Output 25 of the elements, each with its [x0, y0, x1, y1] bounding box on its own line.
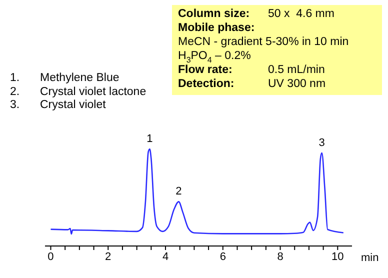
x-tick-label: 4 [162, 250, 169, 263]
annotation: 1 [146, 133, 153, 145]
text: Mobile phase: [178, 21, 255, 35]
text: 2. [10, 86, 21, 99]
text: 50 x 4.6 mm [268, 7, 334, 21]
annotation: 3 [318, 136, 325, 149]
text: Column size: [178, 7, 251, 21]
x-tick-label: 2 [105, 250, 112, 263]
text: 3. [10, 99, 21, 112]
text: Flow rate: [178, 63, 234, 77]
x-axis-title: min [361, 252, 379, 264]
x-tick-label: 0 [48, 250, 54, 263]
text: UV 300 nm [268, 77, 326, 91]
x-tick-label: 8 [277, 250, 284, 263]
text: H$_{3}$PO$_{4}$ – 0.2% [178, 49, 251, 64]
text: Crystal violet lactone [40, 86, 146, 99]
text: 0.5 mL/min [268, 63, 325, 77]
x-tick-label: 6 [220, 250, 226, 263]
text: Detection: [178, 77, 236, 91]
text: Methylene Blue [40, 72, 120, 86]
x-tick-label: 10 [332, 250, 344, 263]
text: 1. [10, 72, 21, 86]
text: Crystal violet [40, 99, 106, 112]
annotation: 2 [176, 186, 182, 198]
text: MeCN - gradient 5-30% in 10 min [178, 35, 349, 49]
